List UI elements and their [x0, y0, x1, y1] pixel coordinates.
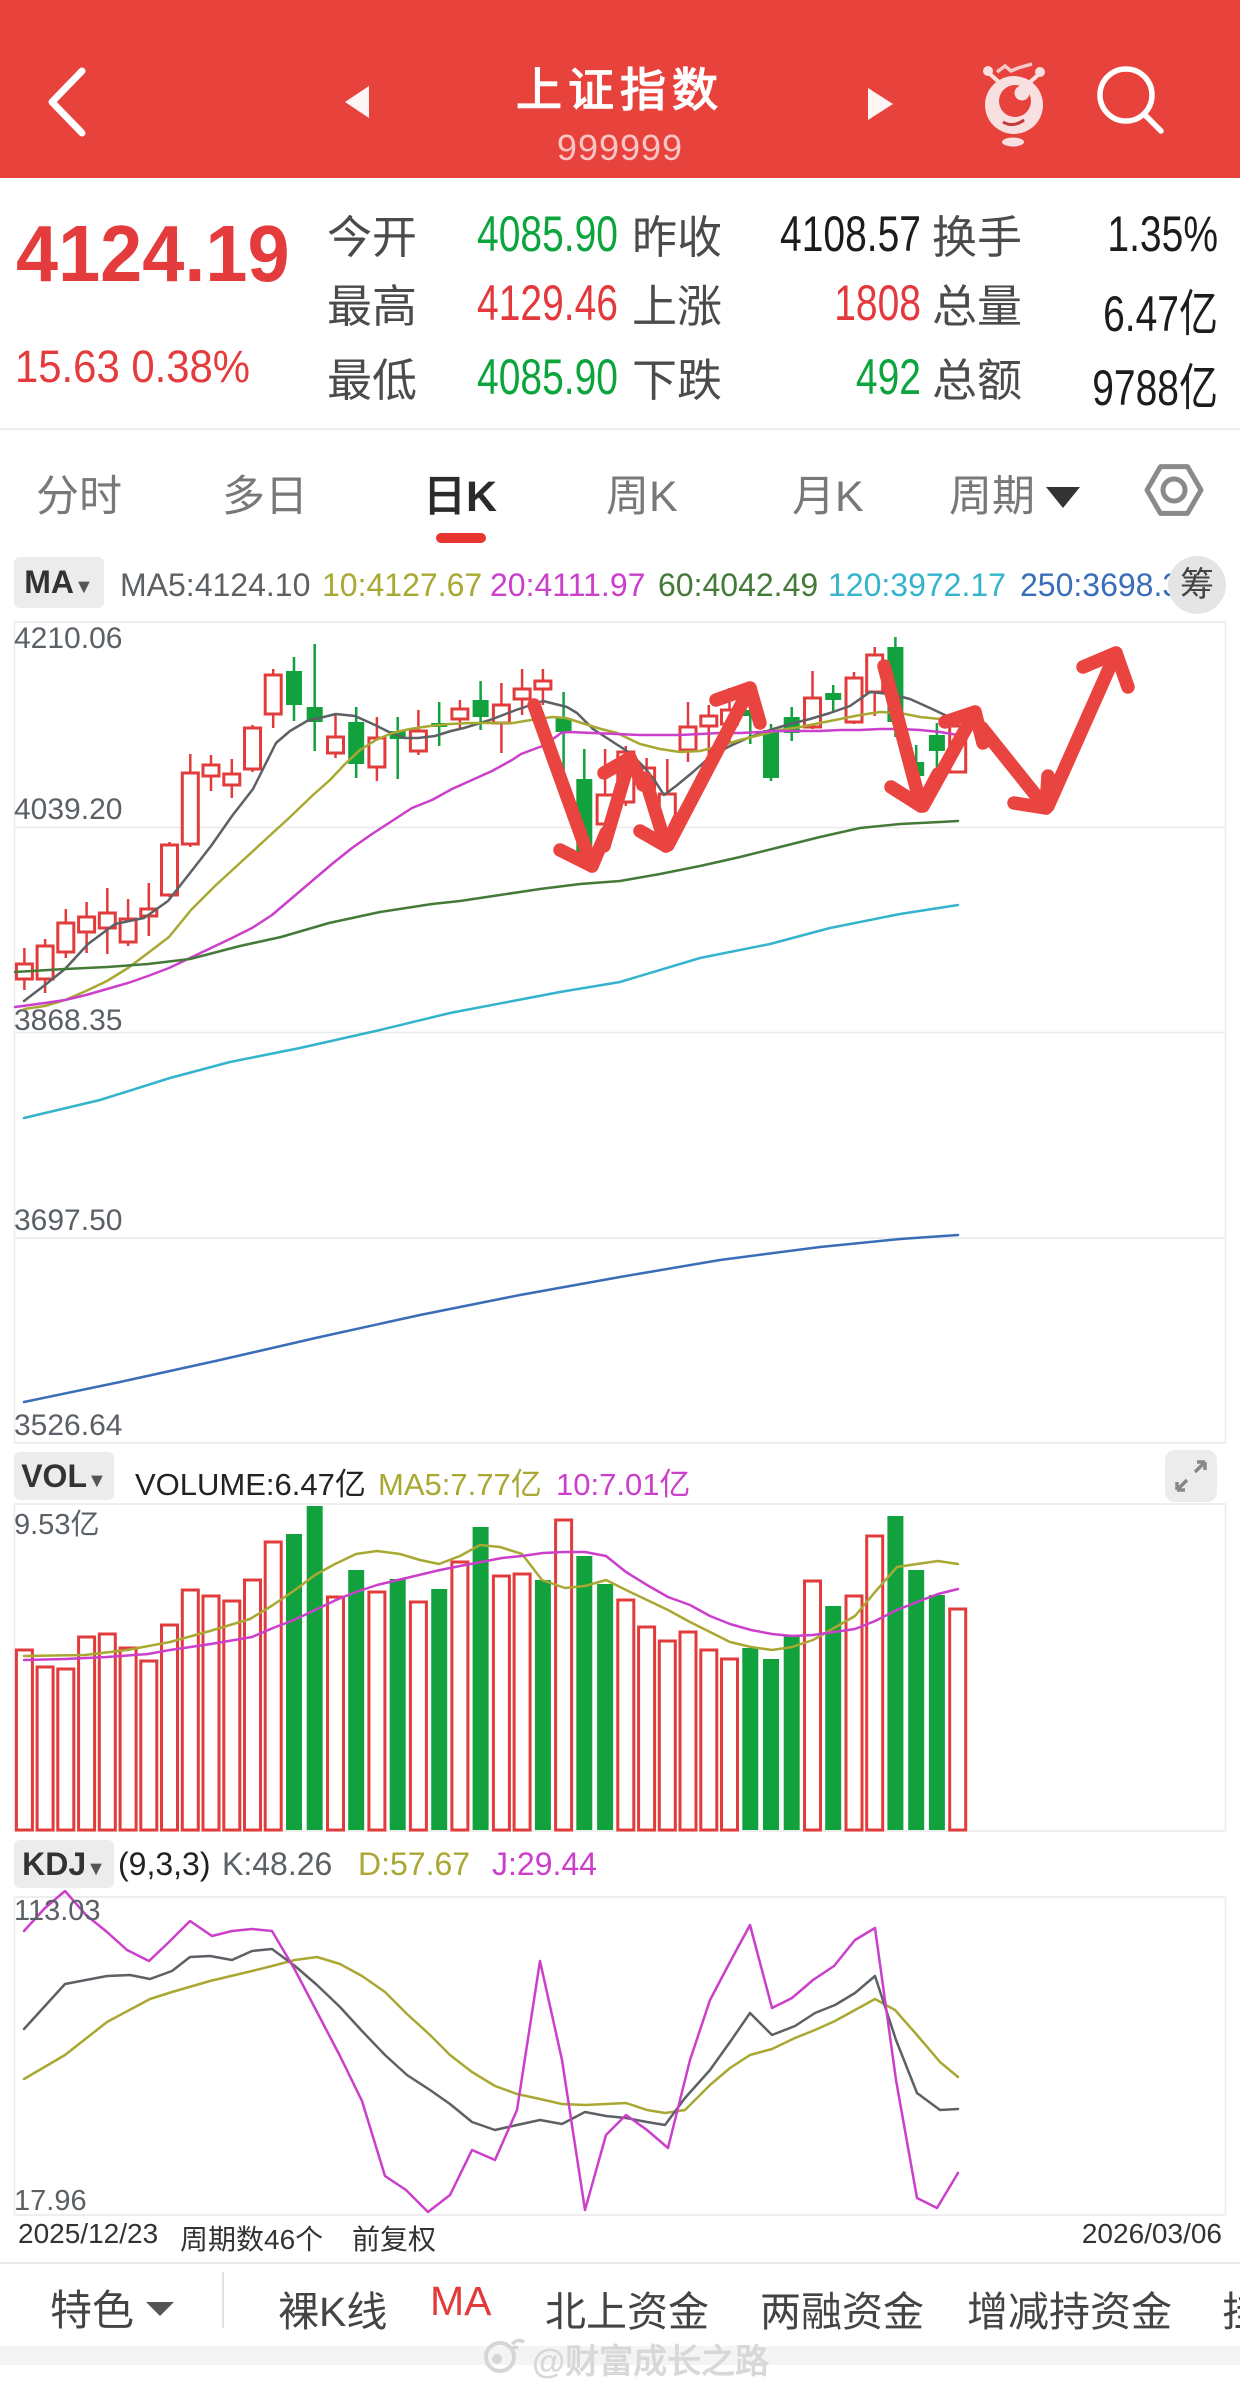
svg-text:9.53亿: 9.53亿	[14, 1508, 99, 1541]
svg-text:3526.64: 3526.64	[14, 1409, 122, 1442]
svg-text:3697.50: 3697.50	[14, 1204, 122, 1237]
svg-text:3868.35: 3868.35	[14, 1004, 122, 1037]
svg-text:4210.06: 4210.06	[14, 622, 122, 655]
svg-text:113.03: 113.03	[14, 1895, 101, 1927]
svg-text:4039.20: 4039.20	[14, 793, 122, 826]
svg-text:17.96: 17.96	[14, 2185, 87, 2217]
